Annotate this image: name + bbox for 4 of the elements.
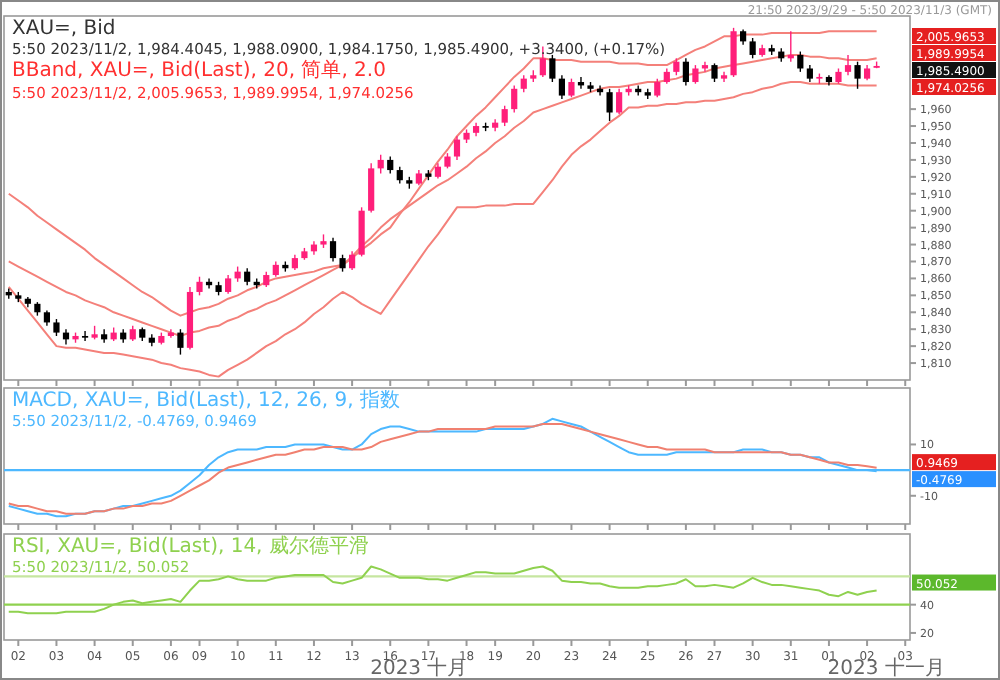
- chart-title: MACD, XAU=, Bid(Last), 12, 26, 9, 指数: [12, 388, 400, 412]
- annotation: BBand, XAU=, Bid(Last), 20, 简单, 2.0: [12, 58, 386, 82]
- chart-title: RSI, XAU=, Bid(Last), 14, 威尔德平滑: [12, 534, 369, 558]
- chart-title: XAU=, Bid: [12, 18, 116, 40]
